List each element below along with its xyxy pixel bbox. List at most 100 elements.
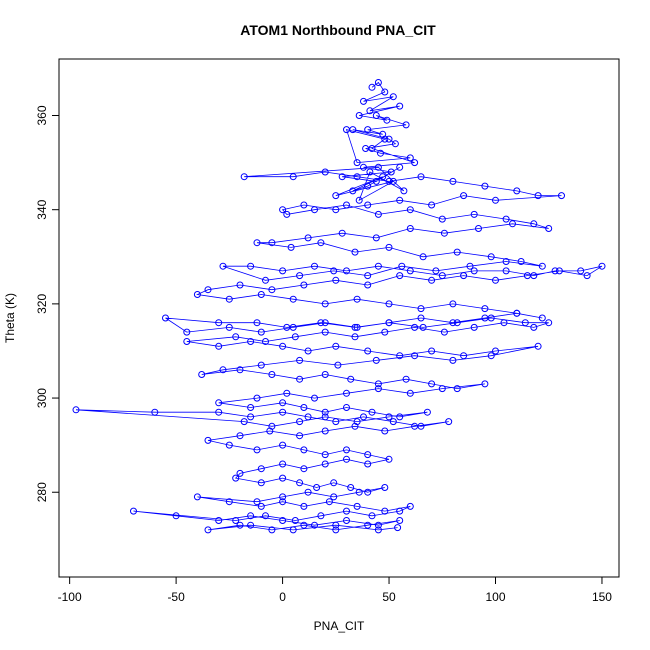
data-point	[440, 328, 448, 336]
y-tick-label: 360	[35, 105, 49, 125]
data-point	[296, 375, 304, 383]
data-point	[396, 507, 404, 515]
data-point	[279, 408, 287, 416]
data-point	[240, 173, 248, 181]
data-point	[364, 201, 372, 209]
data-point	[347, 375, 355, 383]
data-point	[368, 512, 376, 520]
data-point	[257, 479, 265, 487]
data-point	[300, 465, 308, 473]
data-point	[406, 502, 414, 510]
data-point	[343, 455, 350, 463]
data-point	[225, 323, 233, 331]
data-point	[396, 196, 404, 204]
data-point	[300, 404, 308, 411]
data-point	[351, 422, 359, 430]
data-point	[296, 272, 304, 280]
y-axis-label: Theta (K)	[3, 293, 17, 343]
data-point	[257, 502, 265, 510]
data-point	[247, 262, 255, 270]
data-point	[279, 474, 287, 482]
data-point	[232, 333, 240, 341]
data-point	[343, 389, 350, 397]
data-point	[428, 201, 436, 209]
data-point	[347, 484, 355, 491]
data-point	[236, 281, 244, 289]
data-point	[364, 126, 372, 134]
data-point	[417, 314, 425, 322]
data-point	[385, 177, 393, 185]
data-point	[558, 192, 565, 200]
data-point	[428, 347, 436, 355]
data-point	[372, 112, 380, 119]
data-point	[193, 493, 201, 501]
data-point	[364, 488, 372, 496]
data-point	[428, 276, 436, 284]
data-point	[487, 314, 495, 322]
data-point	[296, 418, 304, 426]
data-point	[372, 234, 380, 242]
data-point	[343, 517, 350, 524]
data-point	[204, 286, 212, 294]
data-point	[283, 389, 291, 397]
data-point	[236, 366, 244, 374]
data-point	[353, 295, 361, 303]
data-point	[372, 177, 380, 185]
data-point	[374, 163, 382, 171]
data-point	[364, 281, 372, 289]
data-point	[291, 517, 299, 524]
data-point	[183, 328, 191, 336]
data-point	[338, 173, 346, 181]
data-point	[530, 220, 538, 228]
x-tick-label: 150	[592, 590, 612, 604]
data-point	[279, 342, 287, 350]
data-point	[453, 248, 461, 256]
data-point	[551, 267, 559, 275]
data-point	[449, 319, 457, 327]
data-point	[268, 286, 276, 294]
data-point	[389, 93, 397, 101]
data-point	[289, 173, 297, 181]
data-point	[406, 225, 414, 232]
data-point	[332, 276, 340, 284]
data-point	[396, 272, 404, 280]
data-point	[449, 177, 457, 185]
data-point	[215, 399, 223, 407]
data-point	[253, 394, 261, 402]
data-point	[360, 413, 367, 421]
data-point	[385, 135, 393, 143]
data-point	[253, 239, 261, 247]
data-point	[219, 366, 227, 374]
data-point	[247, 521, 255, 529]
data-point	[236, 521, 244, 529]
data-point	[321, 371, 329, 378]
data-point	[204, 436, 212, 444]
data-point	[440, 229, 448, 237]
data-point	[183, 338, 191, 345]
data-point	[279, 493, 287, 501]
data-point	[321, 427, 329, 435]
data-point	[268, 239, 276, 247]
data-point	[381, 484, 389, 491]
data-point	[325, 498, 333, 506]
data-point	[368, 408, 376, 416]
data-point	[445, 418, 453, 426]
data-point	[492, 347, 499, 355]
data-point	[368, 83, 376, 91]
data-point	[374, 385, 382, 393]
x-axis: -100 -50 0 50 100 150	[58, 577, 612, 604]
data-point	[253, 319, 261, 327]
data-point	[215, 319, 223, 327]
data-point	[396, 352, 404, 360]
data-point	[215, 342, 223, 350]
data-point	[460, 192, 468, 200]
data-point	[419, 253, 427, 261]
data-point	[289, 526, 297, 534]
data-point	[279, 460, 287, 468]
data-point	[343, 507, 350, 515]
data-point	[449, 356, 457, 364]
data-point	[383, 116, 391, 124]
data-point	[287, 243, 295, 251]
data-point	[487, 253, 495, 261]
